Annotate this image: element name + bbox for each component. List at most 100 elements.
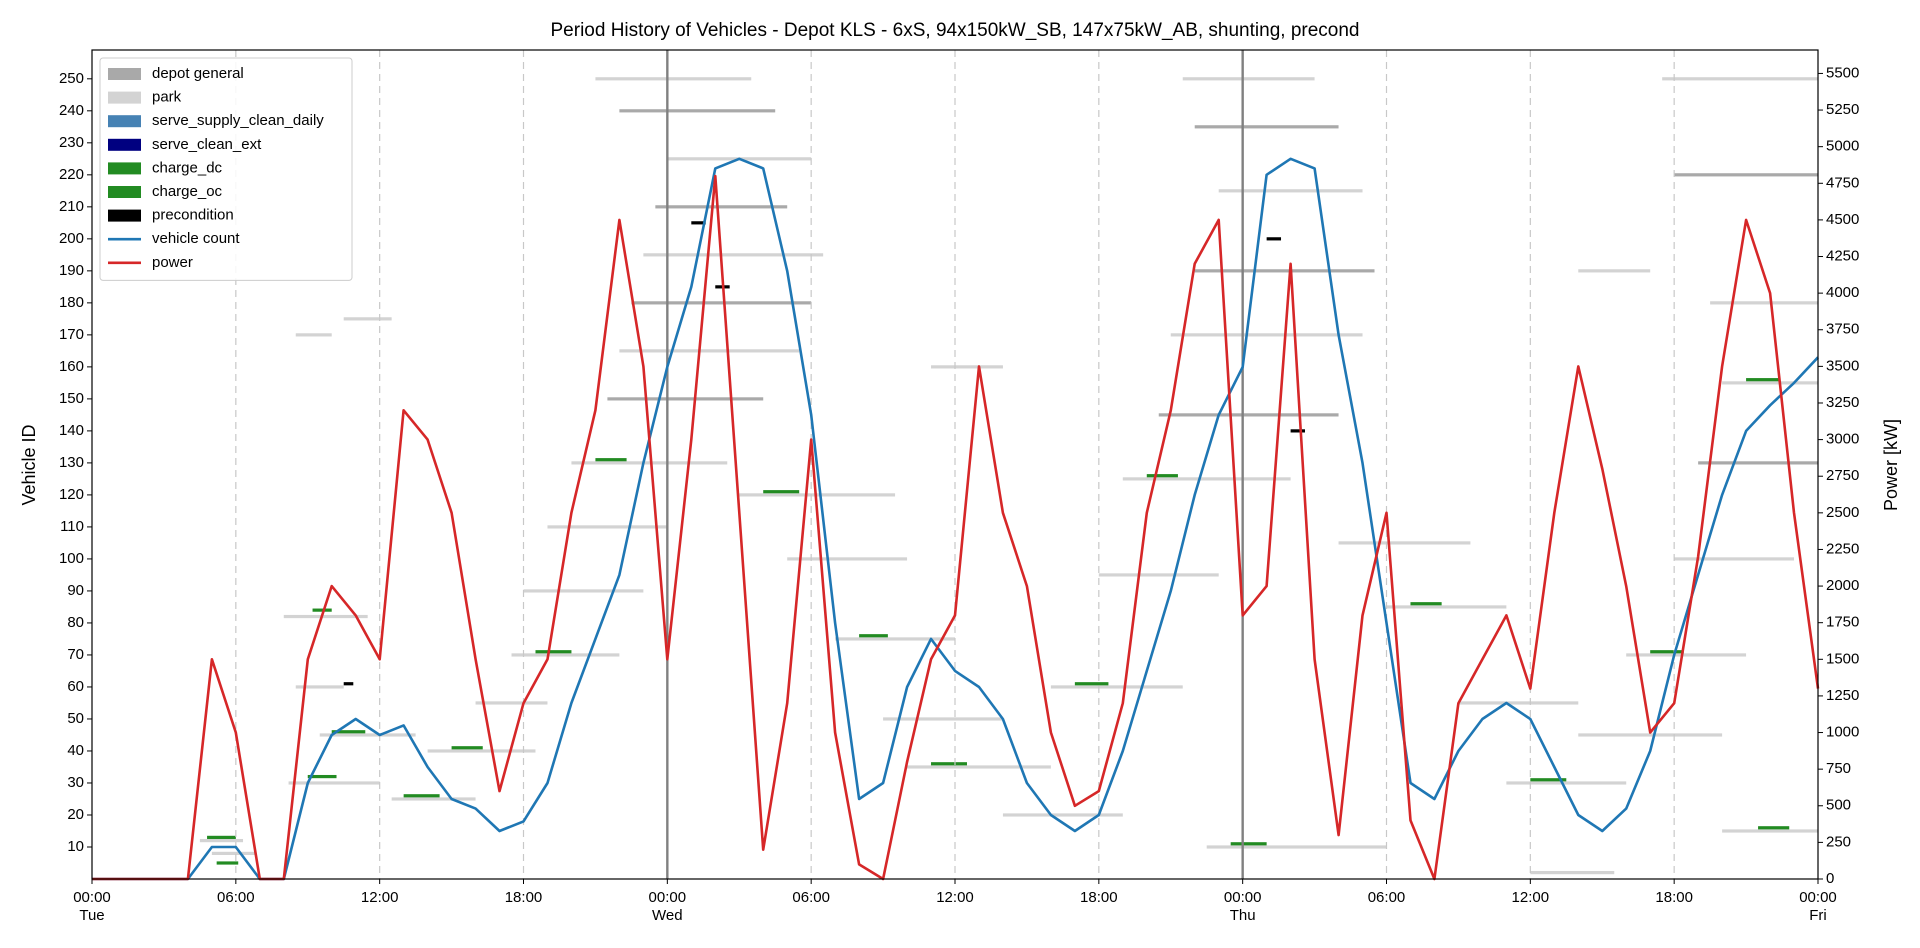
period-bar bbox=[1206, 845, 1387, 849]
x-tick-label: 06:00 bbox=[792, 889, 830, 906]
y-tick-label: 20 bbox=[67, 806, 84, 823]
x-tick-label: 18:00 bbox=[1080, 889, 1118, 906]
y2-tick-label: 750 bbox=[1826, 760, 1851, 777]
period-bar bbox=[523, 589, 644, 593]
legend-swatch bbox=[108, 162, 141, 175]
period-bar bbox=[343, 682, 354, 686]
y2-tick-label: 4500 bbox=[1826, 211, 1859, 228]
period-bar bbox=[1290, 429, 1305, 433]
x-tick-label: 18:00 bbox=[1655, 889, 1693, 906]
period-bar bbox=[619, 109, 776, 113]
period-bar bbox=[1530, 870, 1615, 875]
period-bar bbox=[1722, 381, 1818, 385]
period-bar bbox=[199, 838, 244, 843]
period-bar bbox=[511, 653, 620, 657]
y2-tick-label: 0 bbox=[1826, 870, 1834, 887]
period-bar bbox=[1578, 269, 1651, 273]
x-tick-label: 00:00 bbox=[1224, 889, 1262, 906]
period-bar bbox=[763, 490, 800, 494]
period-bar bbox=[655, 205, 788, 209]
x-day-label: Thu bbox=[1230, 907, 1256, 924]
y2-tick-label: 5000 bbox=[1826, 138, 1859, 155]
period-bar bbox=[739, 493, 896, 497]
period-bar bbox=[1758, 826, 1790, 830]
legend-label: park bbox=[152, 89, 182, 106]
y2-tick-label: 1500 bbox=[1826, 650, 1859, 667]
period-bar bbox=[1122, 477, 1291, 481]
legend-box bbox=[99, 57, 353, 281]
y2-tick-label: 4000 bbox=[1826, 284, 1859, 301]
period-bar bbox=[1194, 125, 1339, 129]
legend-label: serve_supply_clean_daily bbox=[152, 112, 324, 129]
y-tick-label: 130 bbox=[59, 454, 84, 471]
y2-tick-label: 2250 bbox=[1826, 540, 1859, 557]
period-bar bbox=[1458, 701, 1579, 705]
x-tick-label: 00:00 bbox=[1799, 889, 1837, 906]
period-bar bbox=[403, 794, 440, 798]
y2-tick-label: 1000 bbox=[1826, 724, 1859, 741]
y-tick-label: 10 bbox=[67, 838, 84, 855]
y2-tick-label: 1750 bbox=[1826, 614, 1859, 631]
x-tick-label: 06:00 bbox=[1368, 889, 1406, 906]
period-bar bbox=[1146, 474, 1178, 478]
period-bar bbox=[835, 637, 955, 641]
legend-label: vehicle count bbox=[152, 230, 240, 247]
period-bar bbox=[295, 333, 332, 337]
y2-tick-label: 3750 bbox=[1826, 321, 1859, 338]
legend-label: charge_dc bbox=[152, 159, 223, 176]
y-tick-label: 230 bbox=[59, 134, 84, 151]
series-line bbox=[92, 174, 1820, 881]
y-tick-label: 170 bbox=[59, 326, 84, 343]
period-bar bbox=[1506, 781, 1627, 785]
period-bar bbox=[883, 717, 1003, 721]
period-bar bbox=[595, 458, 627, 462]
y-tick-label: 190 bbox=[59, 262, 84, 279]
period-bar bbox=[1002, 813, 1123, 817]
series-line bbox=[92, 157, 1819, 881]
y2-tick-label: 5250 bbox=[1826, 101, 1859, 118]
legend-swatch bbox=[108, 91, 141, 104]
y-tick-label: 250 bbox=[59, 70, 84, 87]
y2-tick-label: 1250 bbox=[1826, 687, 1859, 704]
x-tick-label: 00:00 bbox=[73, 889, 111, 906]
legend-swatch bbox=[108, 209, 141, 222]
period-bar bbox=[1698, 461, 1818, 465]
period-bar bbox=[207, 835, 236, 839]
period-bar bbox=[1674, 557, 1795, 561]
period-bar bbox=[1098, 573, 1219, 577]
y2-tick-label: 5500 bbox=[1826, 64, 1859, 81]
period-bar bbox=[1218, 189, 1363, 193]
legend-label: serve_clean_ext bbox=[152, 136, 262, 153]
period-bar bbox=[295, 685, 344, 689]
period-bar bbox=[331, 730, 366, 734]
period-bar bbox=[427, 749, 536, 753]
y-tick-label: 110 bbox=[60, 518, 84, 535]
x-tick-label: 00:00 bbox=[649, 889, 687, 906]
legend-label: power bbox=[152, 254, 193, 271]
period-bar bbox=[535, 650, 572, 654]
period-bar bbox=[288, 781, 380, 785]
y-tick-label: 160 bbox=[59, 358, 84, 375]
period-bar bbox=[1710, 301, 1818, 305]
y-tick-label: 60 bbox=[67, 678, 84, 695]
period-bar bbox=[931, 762, 967, 766]
y2-tick-label: 3500 bbox=[1826, 357, 1859, 374]
period-bar bbox=[619, 349, 800, 353]
period-bar bbox=[1050, 685, 1183, 689]
legend-swatch bbox=[108, 115, 141, 128]
y2-tick-label: 250 bbox=[1826, 833, 1851, 850]
period-bar bbox=[211, 851, 256, 855]
y-axis-label: Vehicle ID bbox=[19, 424, 39, 505]
y-tick-label: 70 bbox=[67, 646, 84, 663]
period-bar bbox=[312, 608, 332, 612]
legend-swatch bbox=[108, 138, 141, 151]
legend-label: precondition bbox=[152, 207, 234, 224]
y2-axis-label: Power [kW] bbox=[1881, 419, 1901, 511]
y-tick-label: 100 bbox=[59, 550, 84, 567]
period-bar bbox=[1386, 605, 1507, 609]
y2-tick-label: 3250 bbox=[1826, 394, 1859, 411]
period-bar bbox=[1650, 650, 1684, 654]
period-bar bbox=[787, 557, 908, 561]
